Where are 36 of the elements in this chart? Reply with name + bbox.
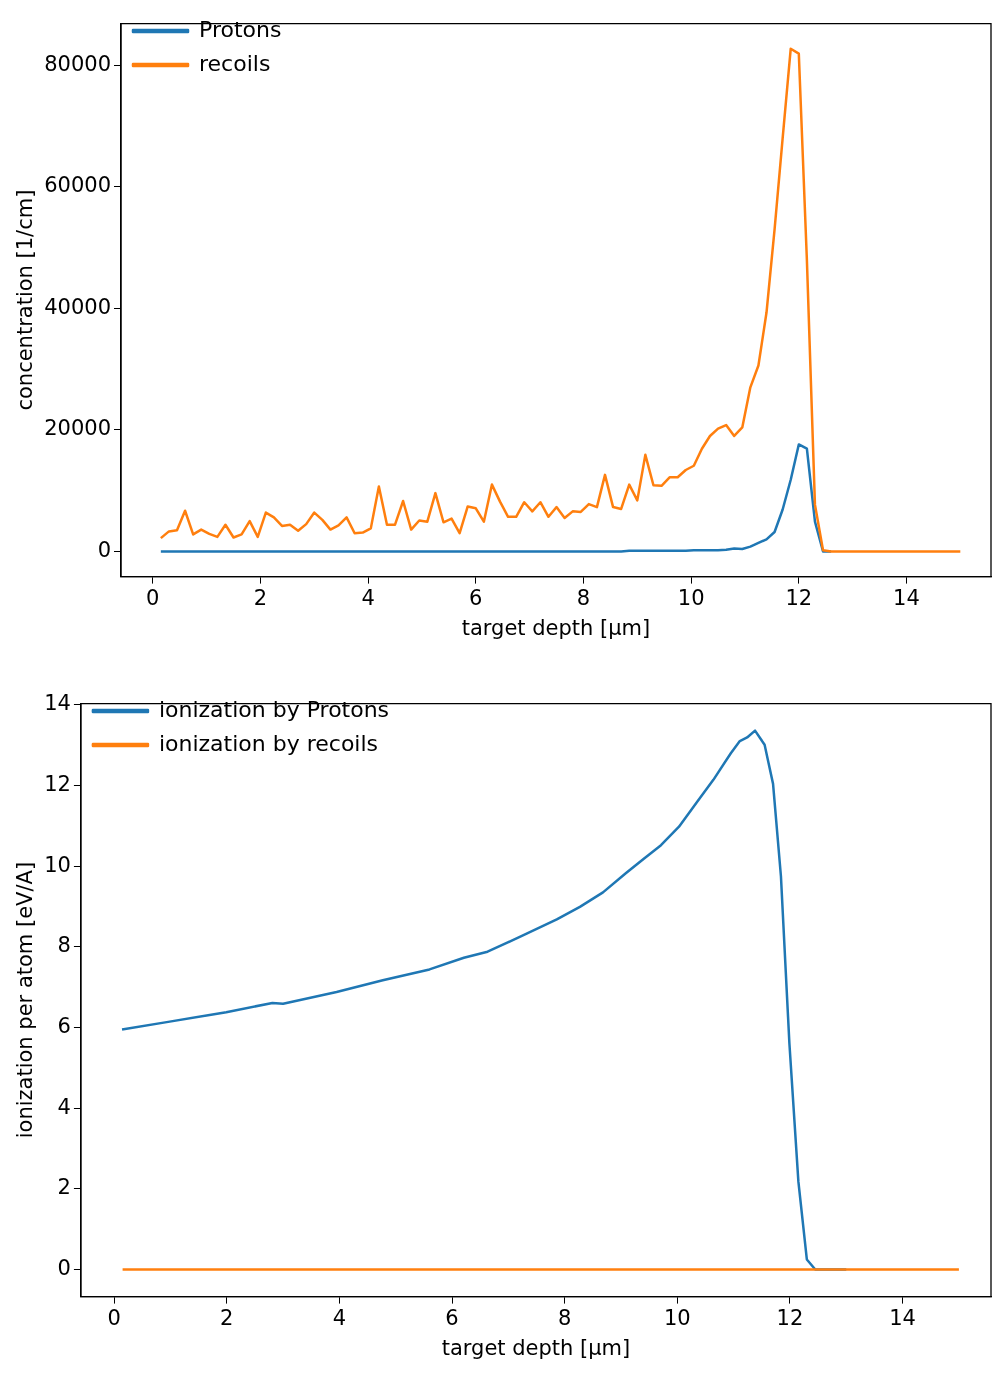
legend-label: ionization by recoils <box>158 730 379 756</box>
x-tick-label: 4 <box>361 585 375 610</box>
x-tick-label: 12 <box>785 585 813 610</box>
x-axis-title: target depth [µm] <box>461 615 651 640</box>
x-tick-label: 2 <box>253 585 268 610</box>
x-tick-label: 10 <box>677 585 705 610</box>
y-tick-label: 0 <box>97 537 111 562</box>
y-axis-title: concentration [1/cm] <box>13 189 38 411</box>
x-tick-label: 12 <box>776 1305 804 1330</box>
x-axis-title: target depth [µm] <box>441 1335 631 1360</box>
y-tick-label: 8 <box>57 933 71 958</box>
legend-label: ionization by Protons <box>158 696 390 722</box>
y-tick-label: 6 <box>57 1013 71 1038</box>
y-tick-label: 2 <box>57 1175 71 1200</box>
y-tick-label: 14 <box>44 691 71 716</box>
y-tick-label: 4 <box>57 1094 71 1119</box>
x-tick-label: 4 <box>332 1305 347 1330</box>
x-tick-label: 8 <box>576 585 591 610</box>
x-tick-label: 6 <box>469 585 483 610</box>
legend-label: recoils <box>199 50 271 76</box>
y-tick-label: 80000 <box>44 51 111 76</box>
y-tick-label: 60000 <box>44 173 111 198</box>
legend-label: Protons <box>199 16 282 42</box>
y-tick-label: 10 <box>44 852 71 877</box>
x-tick-label: 14 <box>893 585 920 610</box>
x-tick-label: 8 <box>557 1305 572 1330</box>
y-tick-label: 40000 <box>44 294 111 319</box>
y-tick-label: 12 <box>44 771 71 796</box>
y-axis-title: ionization per atom [eV/A] <box>13 861 38 1139</box>
x-tick-label: 0 <box>146 585 160 610</box>
x-tick-label: 10 <box>663 1305 691 1330</box>
y-tick-label: 20000 <box>44 416 111 441</box>
x-tick-label: 2 <box>220 1305 234 1330</box>
x-tick-label: 6 <box>445 1305 459 1330</box>
y-tick-label: 0 <box>57 1256 71 1281</box>
x-tick-label: 14 <box>889 1305 916 1330</box>
